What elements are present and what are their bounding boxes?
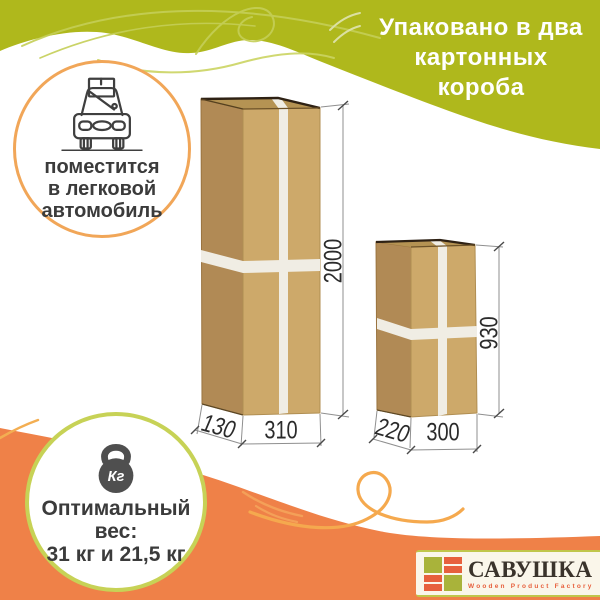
short-box-width-label: 300 [426, 418, 459, 446]
logo-tile-bricks [424, 574, 442, 591]
car-badge-text: поместится в легковой автомобиль [41, 156, 162, 222]
heading-line-3: короба [437, 74, 525, 101]
short-box-tape [377, 240, 477, 416]
heading-line-1: Упаковано в два [379, 14, 583, 41]
short-box-height-label: 930 [475, 316, 503, 349]
green-wave-shape [0, 0, 600, 149]
weight-badge-line-3: 31 кг и 21,5 кг [46, 543, 186, 566]
fits-in-car-badge: поместится в легковой автомобиль [13, 60, 191, 238]
logo-tile-bricks [444, 556, 462, 573]
orange-swirl-decorations [0, 418, 465, 530]
logo-tile-green [444, 574, 462, 591]
kettlebell-icon: Кг [98, 444, 134, 494]
tall-box-height-label: 2000 [319, 239, 347, 283]
short-box-depth-label: 220 [371, 412, 415, 448]
brand-tagline: Wooden Product Factory [468, 582, 594, 590]
tall-box-width-label: 310 [264, 416, 297, 444]
optimal-weight-badge: Кг Оптимальный вес: 31 кг и 21,5 кг [25, 412, 207, 592]
car-badge-line-1: поместится [44, 156, 160, 178]
logo-tile-green [424, 556, 442, 573]
short-box [375, 238, 478, 418]
dimension-ticks [190, 100, 505, 455]
heading-line-2: картонных [414, 44, 548, 71]
tall-box-tape [201, 97, 320, 414]
dimension-lines [194, 103, 504, 452]
weight-badge-line-2: вес: [94, 520, 138, 543]
car-with-box-on-roof-icon [61, 77, 143, 152]
logo-tiles-icon [424, 556, 462, 591]
tall-box-depth-label: 130 [197, 408, 240, 443]
car-badge-line-2: в легковой [47, 178, 157, 200]
brand-name: САВУШКА [468, 556, 593, 582]
tall-box [200, 96, 321, 416]
weight-badge-text: Оптимальный вес: 31 кг и 21,5 кг [42, 497, 191, 566]
car-badge-line-3: автомобиль [41, 200, 163, 222]
packaging-heading: Упаковано в два картонных короба [362, 13, 600, 103]
weight-badge-line-1: Оптимальный [41, 497, 191, 520]
logo-text: САВУШКА Wooden Product Factory [468, 558, 594, 590]
brand-logo-plate: САВУШКА Wooden Product Factory [416, 550, 600, 597]
kettlebell-kg-label: Кг [108, 469, 125, 485]
